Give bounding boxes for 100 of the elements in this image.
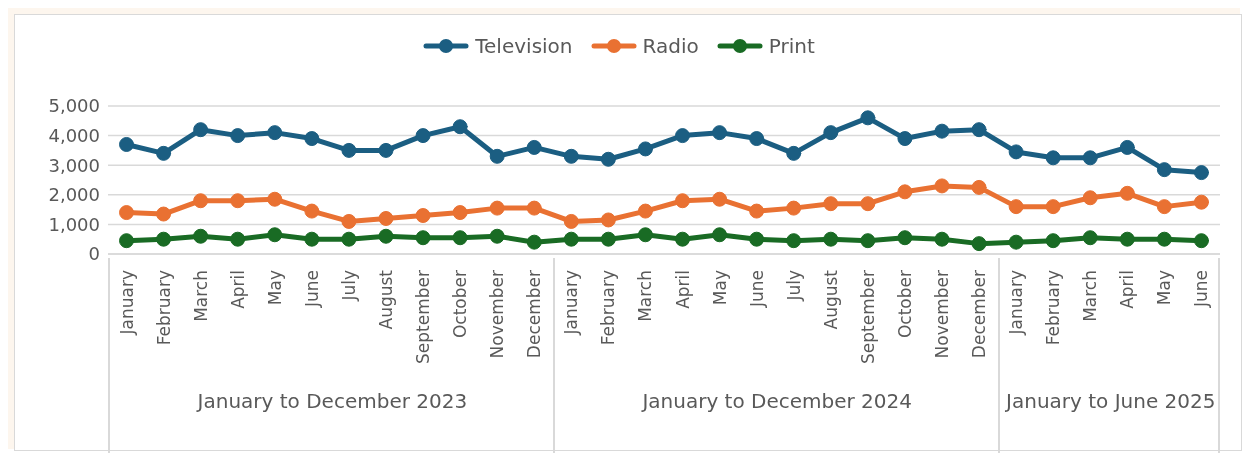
point <box>230 193 246 209</box>
point <box>934 178 950 194</box>
point <box>934 123 950 139</box>
x-tick-label: May <box>709 270 730 306</box>
point <box>1156 231 1172 247</box>
point <box>452 230 468 246</box>
point <box>1082 230 1098 246</box>
x-tick-label: November <box>932 269 952 359</box>
point <box>156 145 172 161</box>
x-tick-label: April <box>1117 270 1138 309</box>
point <box>712 191 728 207</box>
x-tick-label: November <box>487 269 508 359</box>
point <box>489 200 505 216</box>
x-tick-label: January <box>116 270 137 336</box>
point <box>341 213 357 229</box>
point <box>712 125 728 141</box>
point <box>637 141 653 157</box>
point <box>749 231 765 247</box>
point <box>1082 190 1098 206</box>
point <box>267 125 283 141</box>
point <box>1156 199 1172 215</box>
point <box>1008 234 1024 250</box>
point <box>378 228 394 244</box>
point <box>193 193 209 209</box>
point <box>415 208 431 224</box>
point <box>1193 233 1209 249</box>
point <box>860 196 876 212</box>
y-tick-label: 5,000 <box>48 95 100 117</box>
point <box>156 206 172 222</box>
point <box>749 131 765 147</box>
y-tick-label: 3,000 <box>48 154 100 176</box>
y-tick-label: 4,000 <box>48 124 100 146</box>
point <box>712 227 728 243</box>
legend-label: Print <box>767 34 815 58</box>
point <box>860 110 876 126</box>
point <box>1156 162 1172 178</box>
point <box>230 231 246 247</box>
x-tick-label: April <box>227 270 248 309</box>
x-tick-label: July <box>338 270 359 302</box>
x-tick-label: December <box>969 269 990 359</box>
y-tick-label: 2,000 <box>48 184 100 206</box>
point <box>600 231 616 247</box>
point <box>971 236 987 252</box>
y-tick-label: 0 <box>88 243 100 265</box>
x-tick-label: March <box>635 270 656 322</box>
x-tick-label: October <box>450 270 471 339</box>
x-tick-label: June <box>746 270 767 309</box>
point <box>304 231 320 247</box>
point <box>1045 199 1061 215</box>
x-tick-label: August <box>376 269 396 330</box>
point <box>860 233 876 249</box>
text: January to December 2024 <box>640 388 913 414</box>
point <box>267 191 283 207</box>
point <box>786 233 802 249</box>
legend-label: Radio <box>641 34 699 58</box>
point <box>1119 231 1135 247</box>
point <box>1193 165 1209 181</box>
point <box>119 233 135 249</box>
point <box>897 184 913 200</box>
point <box>1045 233 1061 249</box>
point <box>786 200 802 216</box>
x-tick-label: August <box>820 269 841 330</box>
point <box>675 193 691 209</box>
point <box>563 231 579 247</box>
point <box>526 200 542 216</box>
point <box>786 145 802 161</box>
point <box>267 227 283 243</box>
x-tick-label: June <box>301 270 322 309</box>
x-tick-label: September <box>857 269 878 364</box>
point <box>378 142 394 158</box>
point <box>897 131 913 147</box>
x-tick-label: January <box>561 270 582 336</box>
point <box>230 128 246 144</box>
x-tick-label: October <box>894 270 915 339</box>
point <box>1119 185 1135 201</box>
x-tick-label: March <box>190 270 211 322</box>
point <box>193 122 209 138</box>
point <box>823 231 839 247</box>
x-tick-label: July <box>783 270 804 302</box>
point <box>749 203 765 219</box>
point <box>341 231 357 247</box>
x-tick-label: May <box>1154 270 1175 306</box>
point <box>637 203 653 219</box>
point <box>1008 199 1024 215</box>
point <box>452 205 468 221</box>
point <box>934 231 950 247</box>
point <box>971 179 987 195</box>
point <box>897 230 913 246</box>
x-tick-label: December <box>524 269 545 359</box>
point <box>823 196 839 212</box>
x-tick-label: June <box>1191 270 1212 309</box>
x-tick-label: February <box>1043 270 1064 346</box>
point <box>600 151 616 167</box>
point <box>600 212 616 228</box>
point <box>341 142 357 158</box>
point <box>119 136 135 152</box>
point <box>823 125 839 141</box>
point <box>452 119 468 135</box>
point <box>1193 194 1209 210</box>
point <box>563 148 579 164</box>
